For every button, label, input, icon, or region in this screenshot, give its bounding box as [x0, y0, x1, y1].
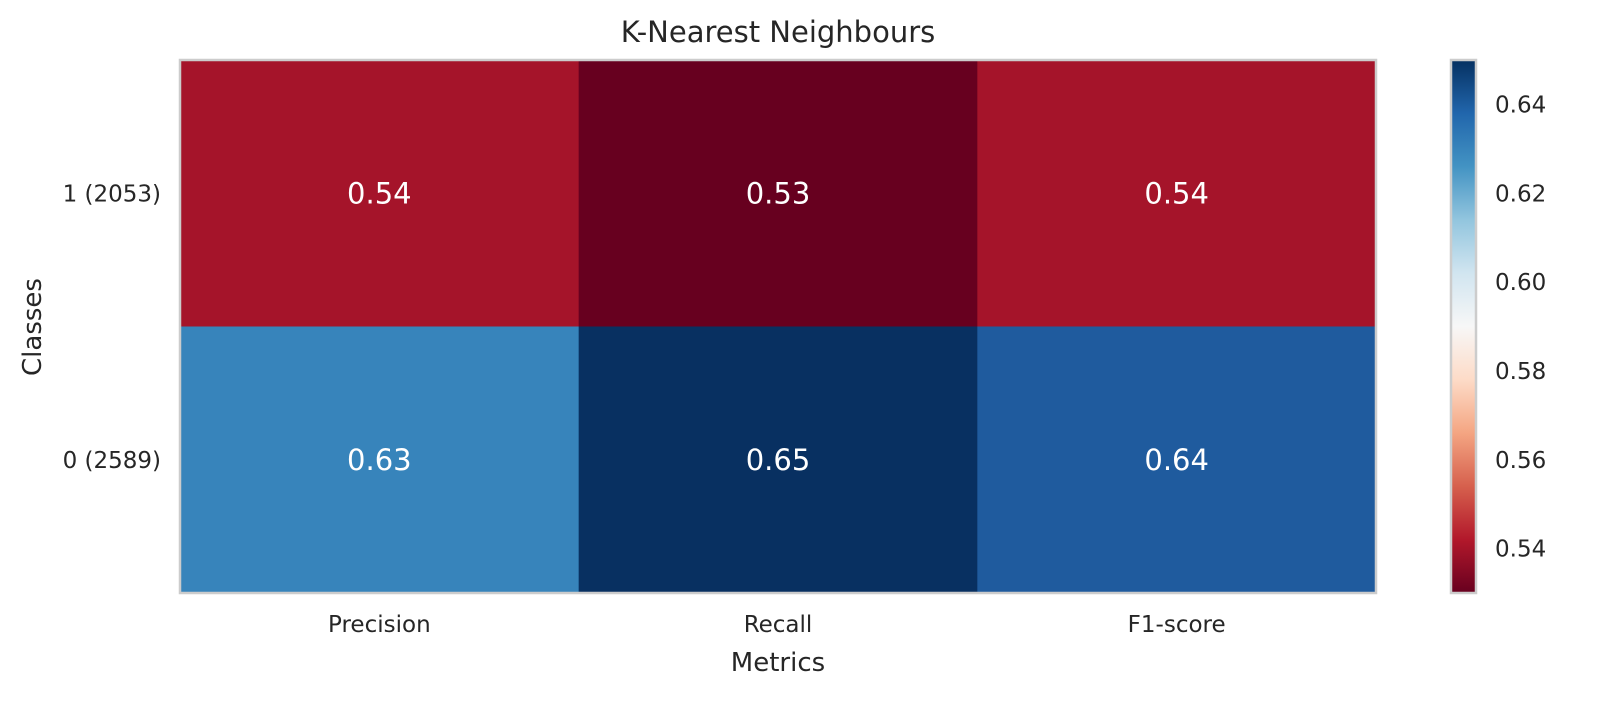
- heatmap-cells: 0.54 0.53 0.54 0.63 0.65 0.64: [180, 60, 1377, 594]
- heatmap-cell: [977, 60, 1377, 327]
- heatmap-cell: [180, 326, 580, 594]
- colorbar-frame: [1449, 58, 1478, 595]
- y-tick-labels: 1 (2053) 0 (2589): [63, 181, 161, 474]
- colorbar-tick-label: 0.60: [1495, 270, 1546, 296]
- heatmap-cell: [578, 60, 978, 327]
- x-axis-label: Metrics: [731, 648, 825, 678]
- heatmap-cell: [180, 60, 580, 327]
- cell-value-label: 0.63: [347, 443, 412, 477]
- cell-value-label: 0.65: [746, 443, 811, 477]
- heatmap-cell: [977, 326, 1377, 594]
- x-tick-label: Precision: [328, 612, 431, 638]
- x-tick-label: Recall: [744, 612, 813, 638]
- cell-value-label: 0.64: [1144, 443, 1209, 477]
- cell-value-label: 0.54: [1144, 176, 1209, 210]
- colorbar-tick-label: 0.56: [1495, 448, 1546, 474]
- colorbar: 0.54 0.56 0.58 0.60 0.62 0.64: [1449, 58, 1546, 595]
- colorbar-tick-label: 0.58: [1495, 359, 1546, 385]
- colorbar-tick-label: 0.54: [1495, 537, 1546, 563]
- chart-title: K-Nearest Neighbours: [621, 15, 936, 49]
- cell-value-label: 0.54: [347, 176, 412, 210]
- plot-frame: [178, 58, 1378, 595]
- y-tick-label: 0 (2589): [63, 448, 161, 474]
- y-axis-label: Classes: [18, 278, 48, 376]
- colorbar-tick-label: 0.62: [1495, 181, 1546, 207]
- x-tick-labels: Precision Recall F1-score: [328, 612, 1226, 638]
- x-tick-label: F1-score: [1128, 612, 1226, 638]
- colorbar-gradient: [1451, 60, 1476, 593]
- colorbar-tick-label: 0.64: [1495, 92, 1546, 118]
- y-tick-label: 1 (2053): [63, 181, 161, 207]
- cell-value-label: 0.53: [746, 176, 811, 210]
- heatmap-cell: [578, 326, 978, 594]
